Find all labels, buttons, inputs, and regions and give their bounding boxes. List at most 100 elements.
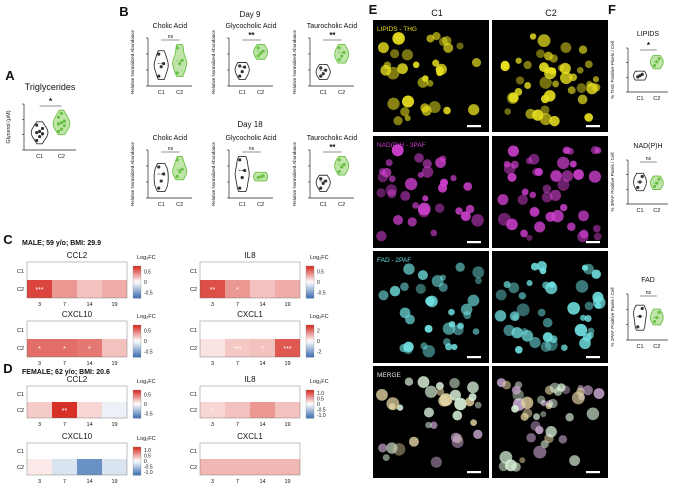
tile-channel-label: NAD(P)H - 3PAF xyxy=(377,142,426,149)
legend-tick: -0.5 xyxy=(144,411,153,417)
significance-label: ** xyxy=(248,31,255,40)
cell-blob xyxy=(377,42,389,54)
heatmap-row-label: C2 xyxy=(190,465,197,471)
cell-blob xyxy=(532,109,544,121)
cell-blob xyxy=(400,282,409,291)
cell-blob xyxy=(454,397,467,411)
legend-swatch xyxy=(133,352,141,355)
legend-swatch xyxy=(133,391,141,394)
legend-swatch xyxy=(306,406,314,409)
heatmap-row-label: C1 xyxy=(190,449,197,455)
heatmap-row-label: C1 xyxy=(190,392,197,398)
cell-blob xyxy=(432,59,440,67)
heatmap-cxcl1: CXCL1 C1 C2 3 7 14 19 xyxy=(190,432,301,485)
data-point-c2 xyxy=(337,46,341,50)
cell-blob xyxy=(495,289,507,301)
data-point-c1 xyxy=(640,306,644,311)
cell-blob xyxy=(536,49,545,59)
microscopy-tile-c2 xyxy=(492,251,608,363)
data-point-c1 xyxy=(159,179,163,183)
cell-blob xyxy=(571,391,585,405)
legend-swatch xyxy=(306,349,314,352)
heatmap-row-label: C2 xyxy=(17,408,24,414)
x-tick-label: C1 xyxy=(239,202,246,208)
legend-swatch xyxy=(306,333,314,336)
legend-swatch xyxy=(133,461,141,463)
cell-blob xyxy=(551,209,564,223)
cell-blob xyxy=(594,147,602,154)
data-point-c1 xyxy=(159,65,163,69)
legend-swatch xyxy=(133,283,141,286)
legend-swatch xyxy=(133,278,141,281)
legend-tick: 0 xyxy=(144,459,147,465)
cell-blob xyxy=(542,184,552,194)
cell-blob xyxy=(593,232,602,241)
data-point-c1 xyxy=(243,168,247,173)
heatmap-cell xyxy=(250,280,275,298)
legend-swatch xyxy=(133,344,141,347)
data-point-c1 xyxy=(638,314,642,318)
legend-swatch xyxy=(133,398,141,401)
cell-blob xyxy=(544,90,556,102)
legend-swatch xyxy=(306,339,314,342)
significance-label: ns xyxy=(168,146,174,152)
legend-swatch xyxy=(133,331,141,334)
cell-blob xyxy=(567,301,580,315)
heatmap-title: CXCL10 xyxy=(62,310,93,319)
cell-blob xyxy=(578,45,588,54)
legend-swatch xyxy=(133,345,141,348)
data-point-c2 xyxy=(340,165,344,169)
cell-blob xyxy=(403,344,413,355)
legend-swatch xyxy=(306,267,314,270)
cell-blob xyxy=(475,277,482,285)
data-point-c1 xyxy=(324,68,328,72)
cell-blob xyxy=(438,37,448,47)
cell-blob xyxy=(512,314,519,322)
legend-swatch xyxy=(306,293,314,296)
cell-blob xyxy=(449,389,461,401)
x-tick-label: C1 xyxy=(636,96,643,102)
cell-blob xyxy=(435,157,446,169)
cell-blob xyxy=(521,330,534,342)
violin-c2 xyxy=(172,155,188,181)
y-axis-label: % THG Positive Pixels / Cell xyxy=(610,41,615,99)
legend-tick: 0.5 xyxy=(317,396,324,402)
heatmap-cell xyxy=(52,280,77,298)
cell-blob xyxy=(593,224,601,233)
legend-swatch xyxy=(133,280,141,283)
heatmap-row-label: C1 xyxy=(17,392,24,398)
cell-blob xyxy=(584,314,592,322)
data-point-c2 xyxy=(261,49,265,53)
heatmap-star: * xyxy=(236,287,239,294)
heatmap-row-label: C2 xyxy=(17,465,24,471)
cell-blob xyxy=(392,215,404,226)
cell-blob xyxy=(549,382,561,394)
violin-c2 xyxy=(253,43,269,60)
heatmap-star: * xyxy=(38,346,41,353)
scale-bar xyxy=(586,356,600,359)
cell-blob xyxy=(574,323,588,337)
legend-swatch xyxy=(306,334,314,337)
heatmap-cell xyxy=(52,262,77,280)
cell-blob xyxy=(526,432,536,443)
data-point-c2 xyxy=(175,71,179,75)
cell-blob xyxy=(591,83,601,92)
heatmap-col-label: 7 xyxy=(63,361,66,367)
legend-swatch xyxy=(306,269,314,272)
heatmap-cell xyxy=(250,386,275,402)
heatmap-cell xyxy=(77,321,102,339)
heatmap-col-label: 7 xyxy=(236,302,239,308)
heatmap-row-label: C1 xyxy=(17,269,24,275)
data-point-c2 xyxy=(59,111,64,116)
cell-blob xyxy=(507,172,517,182)
heatmap-cell xyxy=(250,459,275,475)
heatmap-cell xyxy=(250,443,275,459)
legend-swatch xyxy=(133,390,141,392)
heatmap-star: *** xyxy=(35,287,43,294)
microscopy-tile-c2 xyxy=(492,136,608,248)
cell-blob xyxy=(549,54,558,63)
heatmap-row-label: C2 xyxy=(190,287,197,293)
legend-swatch xyxy=(306,329,314,332)
heatmap-col-label: 14 xyxy=(259,479,265,485)
legend-swatch xyxy=(133,334,141,337)
